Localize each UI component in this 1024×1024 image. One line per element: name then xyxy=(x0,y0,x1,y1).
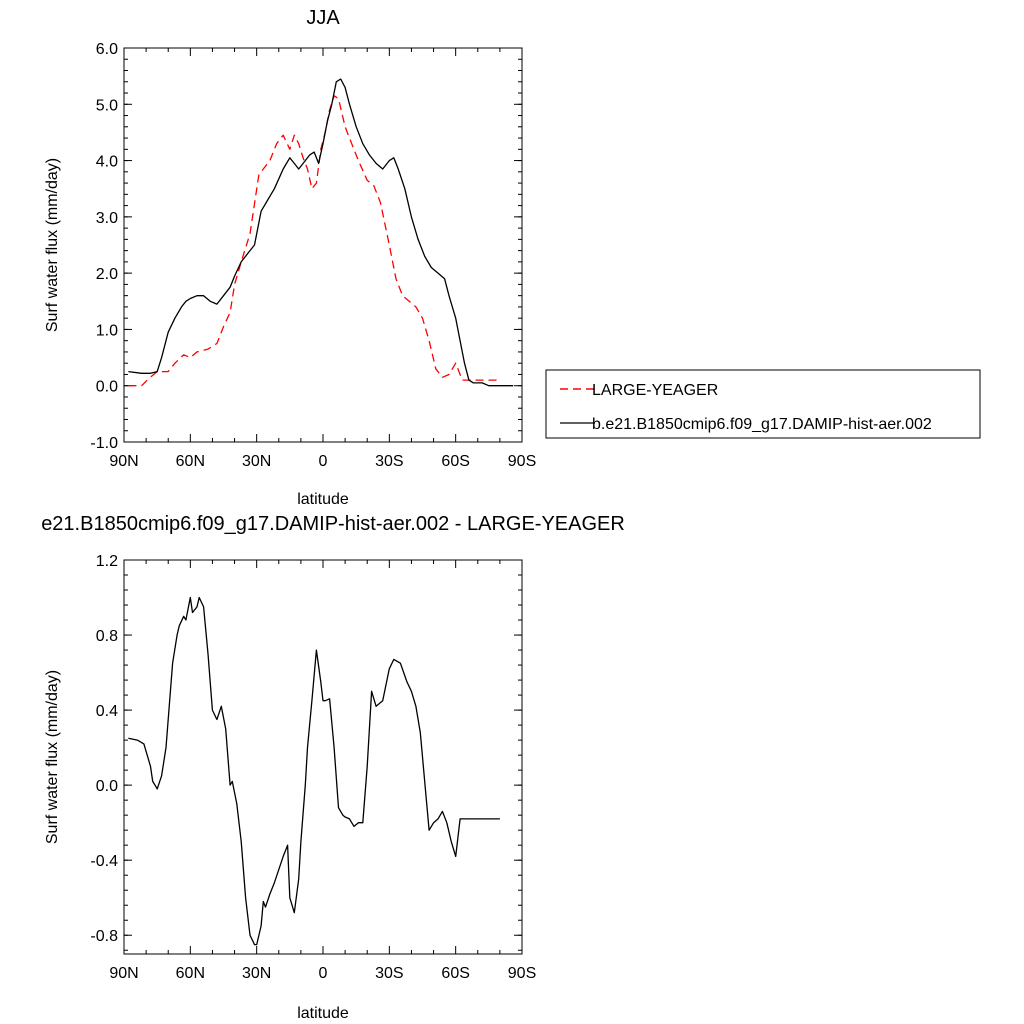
top-x-axis-label: latitude xyxy=(297,491,349,508)
y-tick-label: 6.0 xyxy=(96,41,118,58)
y-tick-label: 1.0 xyxy=(96,322,118,339)
bottom-panel: e21.B1850cmip6.f09_g17.DAMIP-hist-aer.00… xyxy=(41,513,625,1022)
x-tick-label: 90N xyxy=(109,965,138,982)
y-tick-label: 0.0 xyxy=(96,778,118,795)
top-panel: JJA latitude Surf water flux (mm/day) 90… xyxy=(44,7,981,508)
x-tick-label: 60N xyxy=(176,453,205,470)
x-tick-label: 30S xyxy=(375,965,403,982)
x-tick-label: 90S xyxy=(508,965,536,982)
y-tick-label: 3.0 xyxy=(96,210,118,227)
legend-box xyxy=(545,369,981,439)
x-tick-label: 30N xyxy=(242,453,271,470)
bottom-series-group xyxy=(128,596,500,946)
x-tick-label: 30S xyxy=(375,453,403,470)
y-tick-label: -1.0 xyxy=(90,435,118,452)
x-tick-label: 90S xyxy=(508,453,536,470)
y-tick-label: 0.8 xyxy=(96,628,118,645)
y-tick-label: 4.0 xyxy=(96,154,118,171)
bottom-plot-frame xyxy=(123,559,523,955)
legend-label-large-yeager: LARGE-YEAGER xyxy=(592,382,718,399)
x-tick-label: 60S xyxy=(441,965,469,982)
y-tick-label: 2.0 xyxy=(96,266,118,283)
bottom-y-axis-label: Surf water flux (mm/day) xyxy=(44,670,61,844)
series-line-0 xyxy=(128,596,500,946)
x-tick-label: 0 xyxy=(319,965,328,982)
bottom-axis-ticks: 90N 60N 30N 0 30S 60S 90S -0.8 -0.4 0.0 0.4 0.8 1.2 xyxy=(90,553,536,982)
bottom-x-axis-label: latitude xyxy=(297,1005,349,1022)
y-tick-label: 1.2 xyxy=(96,553,118,570)
y-tick-label: 0.4 xyxy=(96,703,118,720)
top-chart-title: JJA xyxy=(306,7,340,29)
y-tick-label: 0.0 xyxy=(96,379,118,396)
top-series-group xyxy=(128,78,514,387)
y-tick-label: 5.0 xyxy=(96,97,118,114)
x-tick-label: 60N xyxy=(176,965,205,982)
y-tick-label: -0.8 xyxy=(90,928,118,945)
legend: LARGE-YEAGER b.e21.B1850cmip6.f09_g17.DA… xyxy=(545,369,981,439)
y-tick-label: -0.4 xyxy=(90,853,118,870)
bottom-chart-title: e21.B1850cmip6.f09_g17.DAMIP-hist-aer.00… xyxy=(41,513,625,535)
x-tick-label: 60S xyxy=(441,453,469,470)
x-tick-label: 30N xyxy=(242,965,271,982)
x-tick-label: 90N xyxy=(109,453,138,470)
legend-label-damip: b.e21.B1850cmip6.f09_g17.DAMIP-hist-aer.… xyxy=(592,416,932,433)
series-line-0 xyxy=(128,95,500,387)
x-tick-label: 0 xyxy=(319,453,328,470)
series-line-1 xyxy=(128,78,514,387)
top-axis-ticks: 90N 60N 30N 0 30S 60S 90S -1.0 0.0 1.0 2.0 3.0 4.0 5.… xyxy=(90,41,536,470)
top-plot-frame xyxy=(123,47,523,443)
top-y-axis-label: Surf water flux (mm/day) xyxy=(44,158,61,332)
